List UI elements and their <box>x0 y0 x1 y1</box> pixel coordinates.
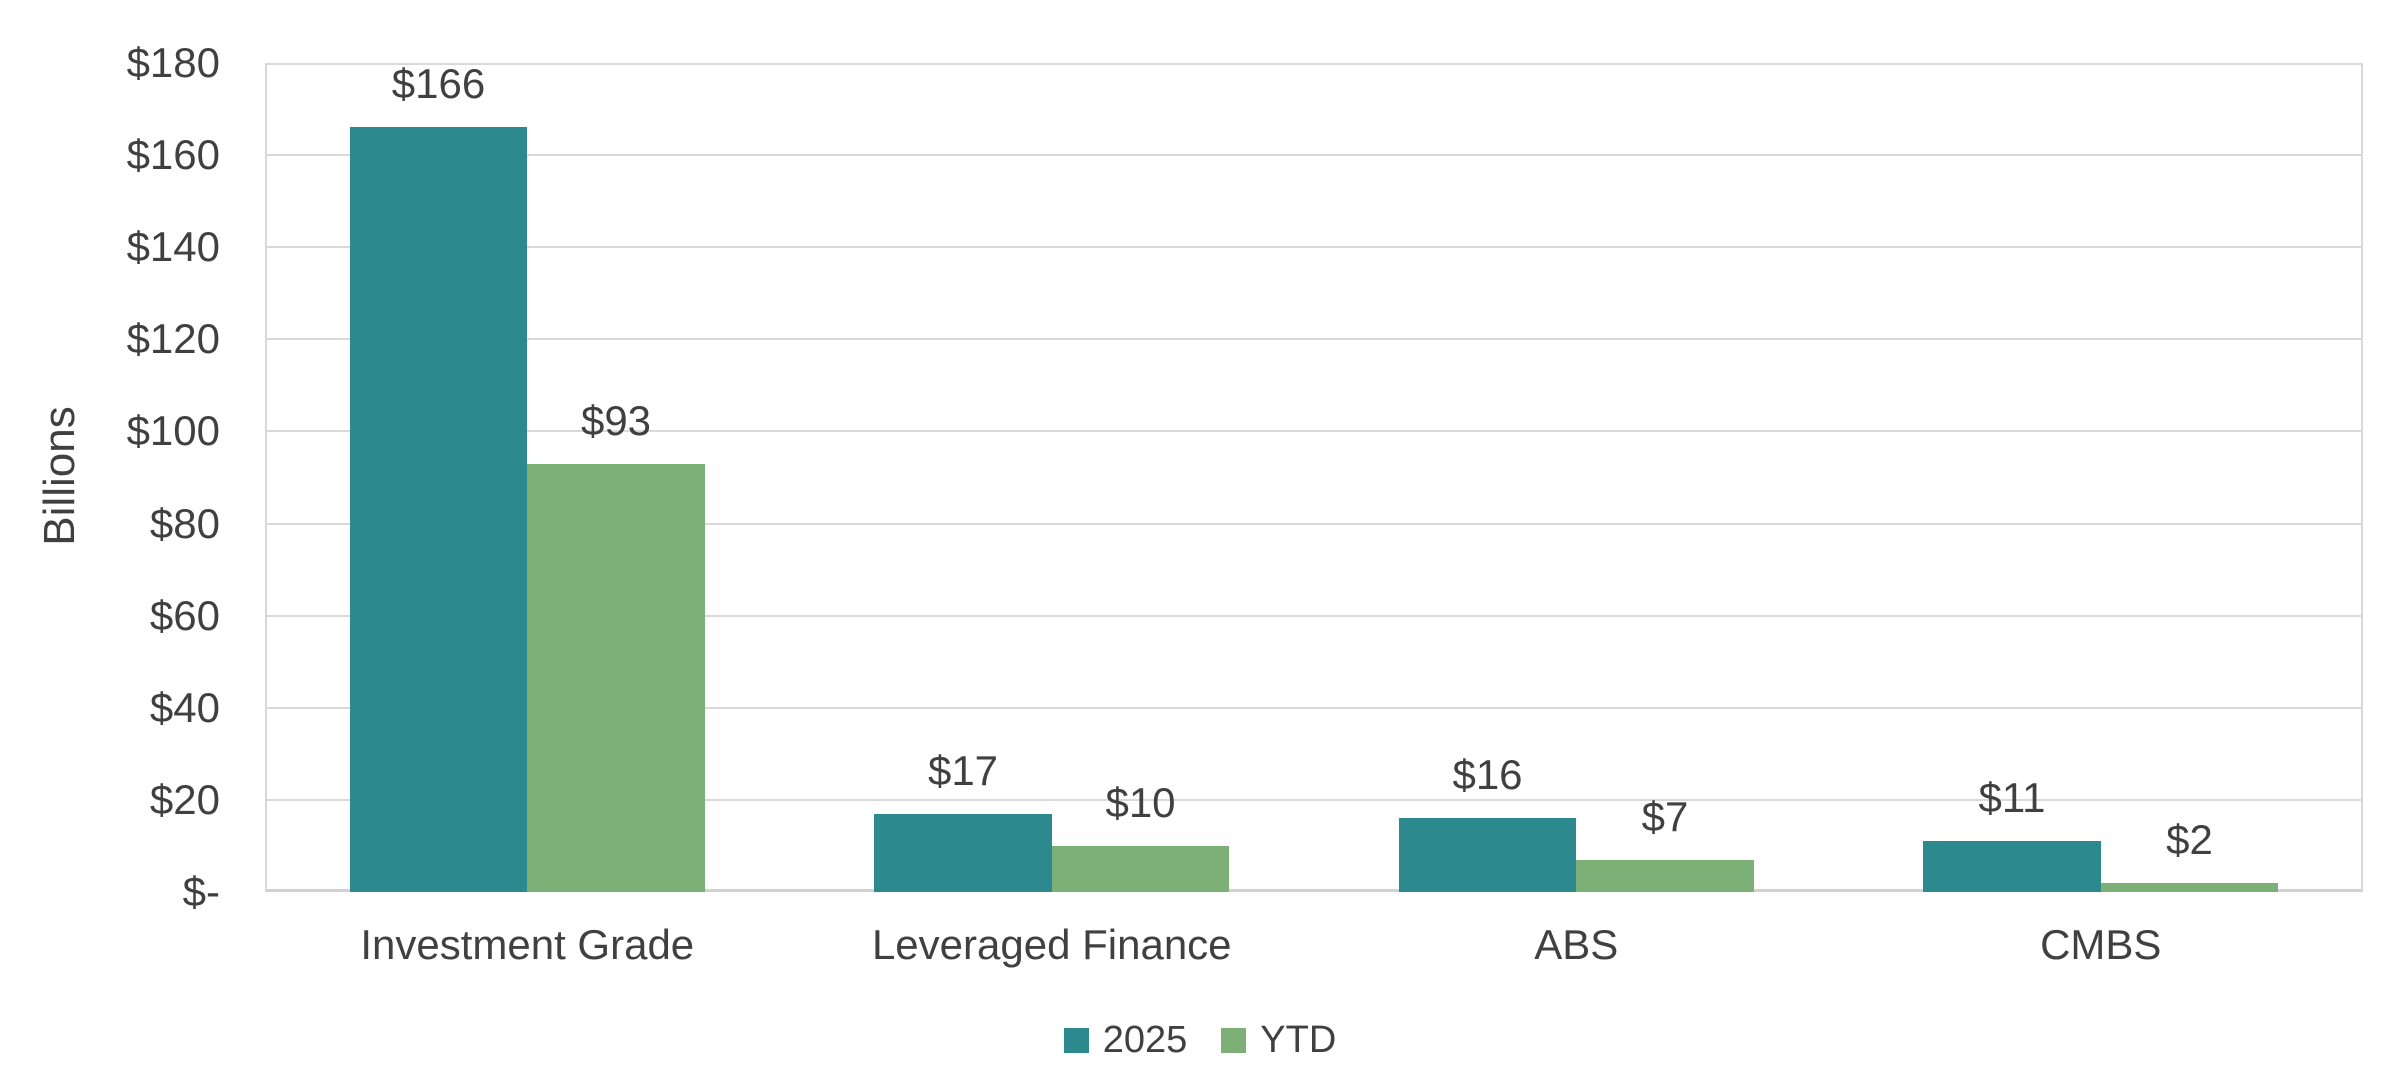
y-tick-label: $60 <box>149 591 220 639</box>
x-axis-label-cmbs: CMBS <box>2040 921 2162 968</box>
bar-2025-leveraged-finance <box>874 813 1052 892</box>
legend-item-ytd: YTD <box>1221 1018 1336 1062</box>
data-label-ytd-cmbs: $2 <box>2166 815 2213 863</box>
data-label-ytd-leveraged-finance: $10 <box>1105 778 1176 826</box>
y-tick-label: $40 <box>149 683 220 731</box>
bar-ytd-cmbs <box>2100 882 2279 892</box>
bar-2025-abs <box>1398 818 1577 892</box>
y-tick-label: $140 <box>126 223 220 271</box>
bar-ytd-investment-grade <box>527 463 705 892</box>
y-tick-label: $- <box>182 868 220 915</box>
y-tick-label: $20 <box>149 775 220 823</box>
legend-item-2025: 2025 <box>1063 1018 1188 1062</box>
data-label-2025-abs: $16 <box>1452 751 1523 799</box>
data-label-ytd-abs: $7 <box>1641 792 1689 840</box>
y-tick-label: $100 <box>126 407 220 455</box>
plot-area <box>265 63 2363 892</box>
data-label-2025-investment-grade: $166 <box>391 60 486 108</box>
y-tick-label: $80 <box>149 499 220 547</box>
y-tick-label: $180 <box>126 39 220 86</box>
y-axis-tick-labels: $180 $160 $140 $120 $100 $80 $60 $40 $20 $- <box>0 0 220 1083</box>
y-tick-label: $160 <box>126 131 220 179</box>
y-tick-label: $120 <box>126 315 220 363</box>
gridline <box>265 154 2363 157</box>
bar-ytd-abs <box>1576 859 1754 892</box>
legend-label-ytd: YTD <box>1260 1019 1337 1061</box>
legend-swatch-ytd <box>1221 1027 1247 1053</box>
legend-swatch-2025 <box>1063 1027 1089 1053</box>
gridline <box>265 522 2363 525</box>
data-label-2025-leveraged-finance: $17 <box>927 746 999 794</box>
gridline <box>265 798 2363 801</box>
plot-area-border <box>265 63 2363 892</box>
bar-2025-cmbs <box>1923 841 2101 892</box>
gridline <box>265 614 2363 617</box>
gridline <box>265 430 2363 433</box>
data-label-ytd-investment-grade: $93 <box>580 396 652 444</box>
gridline <box>265 246 2363 249</box>
gridline <box>265 706 2363 709</box>
data-label-2025-cmbs: $11 <box>1978 774 2046 822</box>
bar-2025-investment-grade <box>349 127 528 892</box>
gridline <box>265 338 2363 341</box>
legend-label-2025: 2025 <box>1102 1019 1188 1061</box>
x-axis-label-leveraged-finance: Leveraged Finance <box>871 921 1232 968</box>
x-axis-label-investment-grade: Investment Grade <box>360 921 695 968</box>
legend: 2025 YTD <box>0 1018 2400 1062</box>
bar-ytd-leveraged-finance <box>1051 845 1230 892</box>
x-axis-label-abs: ABS <box>1534 921 1619 968</box>
